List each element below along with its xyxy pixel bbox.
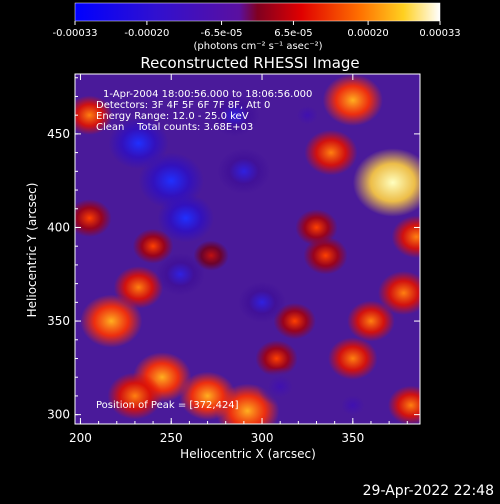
- emission-blob: [107, 372, 163, 420]
- negative-blob: [155, 253, 206, 296]
- peak-position-label: Position of Peak = [372,424]: [96, 400, 239, 411]
- emission-blob: [303, 236, 348, 275]
- x-tick-label: 300: [251, 431, 274, 445]
- colorbar-ticks: -0.00033 -0.00020 -6.5e-05 6.5e-05 0.00020 0.…: [53, 21, 461, 39]
- emission-blob: [352, 148, 420, 217]
- emission-blob: [75, 95, 113, 135]
- info-time-range: 1-Apr-2004 18:00:56.000 to 18:06:56.000: [103, 89, 312, 100]
- colorbar-tick-label: 6.5e-05: [274, 28, 312, 39]
- emission-blob: [378, 271, 420, 315]
- colorbar-tick-label: -0.00020: [124, 28, 169, 39]
- x-axis-label: Heliocentric X (arcsec): [180, 447, 316, 461]
- x-tick-label: 250: [160, 431, 183, 445]
- emission-blob: [113, 266, 164, 309]
- negative-blob: [217, 148, 271, 195]
- info-block: 1-Apr-2004 18:00:56.000 to 18:06:56.000 …: [96, 89, 312, 133]
- colorbar-units: (photons cm⁻² s⁻¹ asec⁻²): [193, 41, 322, 52]
- emission-blob: [328, 337, 378, 380]
- emission-blob: [132, 228, 174, 264]
- heatmap-blobs: [75, 74, 420, 424]
- negative-blob: [210, 93, 260, 137]
- colorbar-tick-label: 0.00033: [419, 28, 460, 39]
- colorbar-tick-label: -0.00033: [53, 28, 98, 39]
- y-tick-label: 450: [47, 127, 70, 141]
- emission-blob: [255, 340, 298, 377]
- emission-blob: [75, 199, 112, 238]
- negative-blob: [157, 193, 215, 243]
- negative-blob: [288, 98, 327, 132]
- emission-blob: [387, 385, 420, 424]
- heatmap-plot: 200 250 300 350 300 350 400 450: [47, 73, 421, 445]
- emission-blob: [179, 371, 236, 421]
- x-tick-label: 200: [69, 431, 92, 445]
- emission-blob: [273, 302, 316, 340]
- axis-ticks: 200 250 300 350 300 350 400 450: [47, 74, 420, 445]
- negative-blob: [331, 387, 375, 424]
- negative-blob: [257, 366, 304, 407]
- footer-timestamp: 29-Apr-2022 22:48: [363, 483, 494, 499]
- info-detectors: Detectors: 3F 4F 5F 6F 7F 8F, Att 0: [96, 100, 270, 111]
- negative-blob: [238, 281, 286, 323]
- emission-blob: [391, 215, 420, 259]
- y-tick-label: 300: [47, 408, 70, 422]
- plot-frame: [74, 73, 421, 425]
- colorbar-tick-label: -6.5e-05: [201, 28, 243, 39]
- info-energy-range: Energy Range: 12.0 - 25.0 keV: [96, 111, 249, 122]
- y-tick-label: 350: [47, 314, 70, 328]
- y-axis-label: Heliocentric Y (arcsec): [25, 183, 39, 318]
- emission-blob: [80, 294, 143, 348]
- colorbar-gradient: [74, 2, 441, 22]
- x-tick-label: 350: [341, 431, 364, 445]
- emission-blob: [304, 129, 358, 176]
- colorbar-tick-label: 0.00020: [347, 28, 388, 39]
- y-tick-label: 400: [47, 220, 70, 234]
- info-clean-counts: Clean Total counts: 3.68E+03: [96, 122, 253, 133]
- chart-title: Reconstructed RHESSI Image: [140, 54, 359, 72]
- negative-blob: [108, 117, 169, 170]
- emission-blob: [322, 74, 383, 127]
- emission-blob: [347, 300, 395, 342]
- colorbar: -0.00033 -0.00020 -6.5e-05 6.5e-05 0.00020 0.…: [53, 2, 461, 52]
- emission-blob: [295, 209, 338, 246]
- emission-blob: [193, 240, 229, 271]
